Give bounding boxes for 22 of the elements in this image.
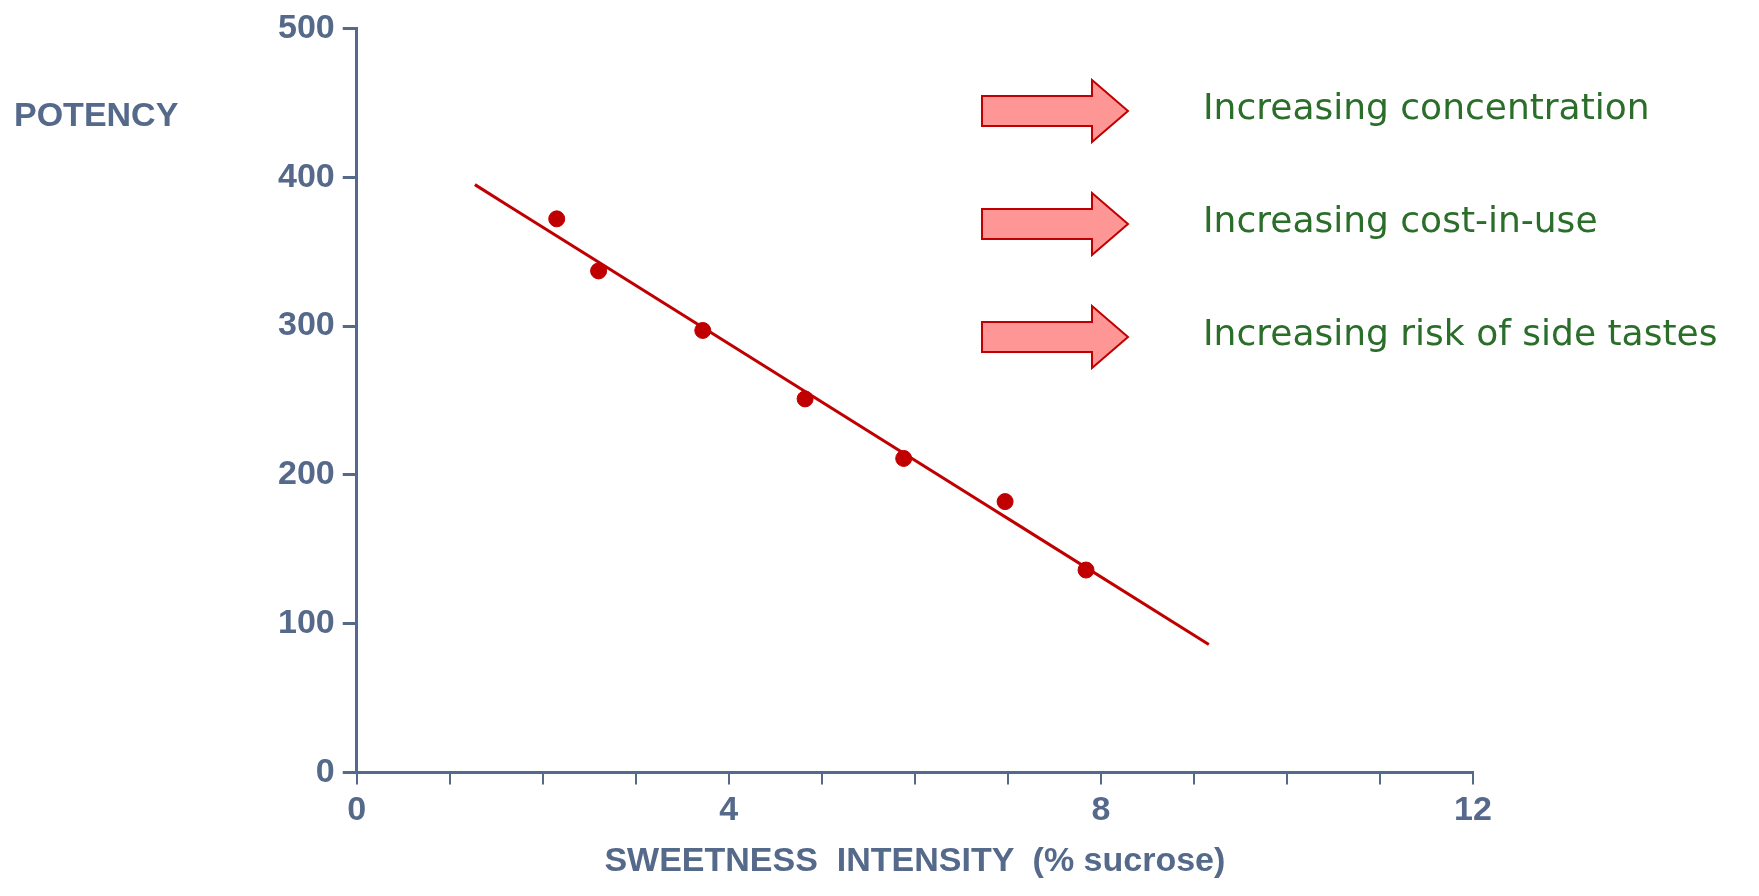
y-axis-title: POTENCY: [14, 95, 179, 134]
annotation: Increasing risk of side tastes: [1203, 312, 1718, 353]
y-tick-label: 500: [277, 6, 335, 45]
point: [548, 210, 566, 228]
y-tick-label: 200: [277, 453, 335, 492]
annotation: Increasing concentration: [1203, 86, 1650, 127]
x-tick-label: 8: [1091, 789, 1111, 828]
point: [796, 390, 814, 408]
x-axis-title: SWEETNESS INTENSITY (% sucrose): [604, 839, 1226, 878]
x-tick-label: 12: [1454, 789, 1492, 828]
point: [590, 262, 608, 280]
y-tick-label: 100: [277, 601, 335, 640]
point: [895, 449, 913, 467]
x-tick-label: 4: [719, 789, 739, 828]
y-tick-label: 300: [277, 304, 335, 343]
x-tick-label: 0: [347, 789, 367, 828]
point: [1077, 561, 1095, 579]
point: [996, 493, 1014, 511]
point: [694, 321, 712, 339]
y-tick-label: 400: [277, 155, 335, 194]
y-tick-label: 0: [315, 750, 335, 789]
annotation: Increasing cost-in-use: [1203, 199, 1598, 240]
